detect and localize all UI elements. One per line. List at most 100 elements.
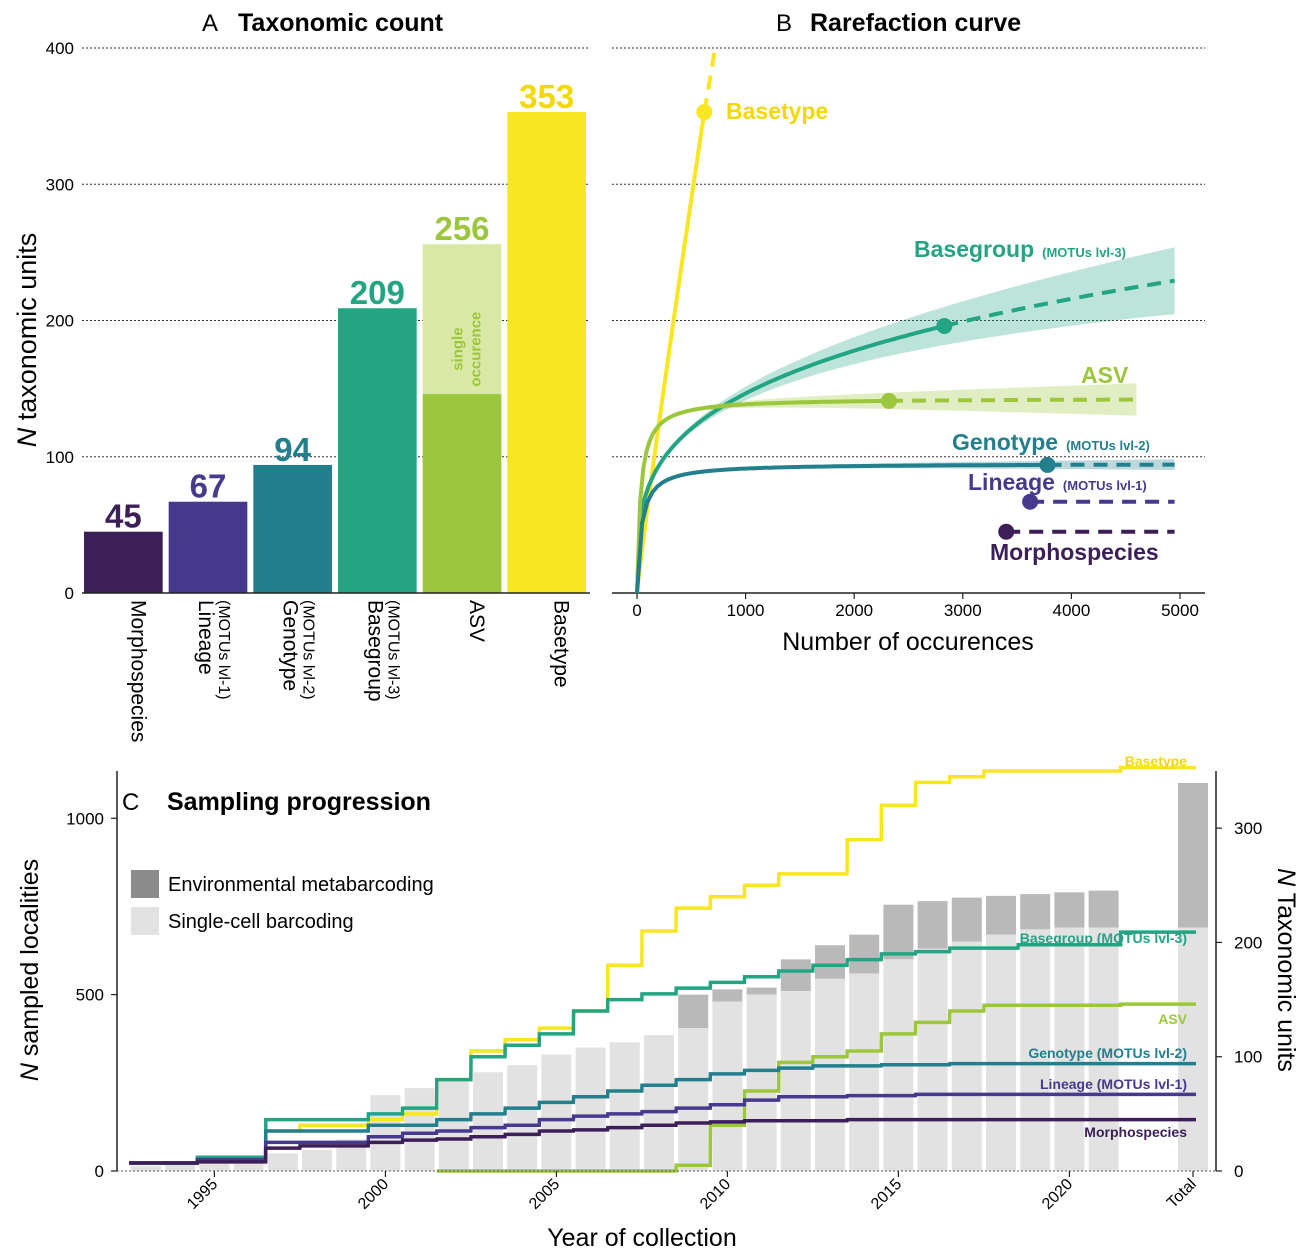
bar-rect [338, 308, 417, 593]
bar-segment-single-occurence [422, 244, 502, 395]
bar-year [473, 1072, 503, 1171]
legend-swatch [131, 870, 159, 898]
bar-value-label: 45 [105, 498, 142, 535]
bar-year [1020, 894, 1051, 1171]
bar-single-cell [746, 994, 777, 1171]
right-tick-label: 200 [1234, 933, 1262, 952]
series-label-lineage: Lineage (MOTUs lvl-1) [968, 469, 1147, 495]
bar-year [951, 897, 982, 1171]
bar-year [883, 904, 914, 1171]
observed-point [880, 392, 897, 409]
bar-single-cell [951, 941, 982, 1171]
bar-single-cell [267, 1153, 298, 1171]
x-tick-label: 2000 [355, 1176, 392, 1213]
curve-morphospecies [998, 523, 1175, 540]
bar-genotype: 94 [253, 431, 332, 593]
x-tick-label: 2015 [868, 1176, 905, 1213]
series-label-name: Lineage [968, 469, 1055, 495]
bar-single-cell [507, 1065, 538, 1171]
left-tick-label: 500 [76, 986, 104, 1005]
bar-morphospecies: 45 [84, 498, 163, 593]
bar-single-cell [917, 948, 948, 1171]
observed-point [936, 317, 953, 334]
x-tick-label-sub: (MOTUs lvl-2) [300, 600, 317, 700]
left-tick-label: 0 [95, 1162, 104, 1181]
panel-c-left-axis-label: N sampled localities [16, 859, 44, 1081]
panel-a-y-tick-labels: 0 100 200 300 400 [46, 39, 74, 603]
bar-year [438, 1081, 469, 1171]
bar-year [541, 1054, 572, 1171]
series-label: Genotype (MOTUs lvl-2) [1028, 1045, 1187, 1061]
confidence-band [637, 247, 1175, 594]
panel-c-left-tick-labels: 0 500 1000 [66, 809, 117, 1181]
bar-year [131, 1165, 161, 1171]
observed-point [1039, 456, 1056, 473]
bar-year [267, 1153, 298, 1171]
x-tick-label-genotype: Genotype(MOTUs lvl-2) [279, 600, 317, 700]
step-line-basegroup [129, 930, 1196, 1165]
bar-total [1178, 783, 1208, 1171]
step-line-asv [436, 1002, 1196, 1173]
panel-b-curves [635, 47, 1175, 594]
panel-c-step-lines [129, 765, 1196, 1173]
series-label: Morphospecies [1084, 1124, 1187, 1140]
curve-asv [635, 383, 1137, 594]
x-tick-label: 4000 [1052, 601, 1090, 620]
extrapolated-line [888, 397, 1137, 403]
bar-environmental [883, 904, 914, 960]
series-label-sub: (MOTUs lvl-1) [1063, 478, 1147, 493]
x-tick-label: 3000 [944, 601, 982, 620]
series-label-name: Basetype [726, 98, 828, 124]
bar-year [199, 1163, 230, 1171]
bar-environmental [712, 989, 743, 1002]
bar-single-cell [849, 973, 880, 1171]
split-label-line-1: single [449, 327, 466, 370]
x-tick-label: 2020 [1039, 1176, 1076, 1213]
bar-environmental [1178, 783, 1208, 928]
series-label: Basegroup (MOTUs lvl-3) [1020, 930, 1187, 946]
bar-single-cell [199, 1163, 230, 1171]
bar-value-label: 353 [519, 78, 574, 115]
legend-label: Single-cell barcoding [168, 911, 354, 933]
bar-environmental [780, 959, 811, 992]
bar-year [1088, 890, 1119, 1171]
bar-rect [84, 531, 163, 593]
bar-environmental [951, 897, 982, 942]
bar-value-label: 209 [350, 274, 405, 311]
series-label: ASV [1158, 1011, 1187, 1027]
panel-c-x-axis-label: Year of collection [547, 1224, 736, 1252]
panel-a-y-axis-label-text: taxonomic units [12, 233, 42, 421]
bar-single-cell [302, 1149, 332, 1171]
bar-rect [168, 501, 248, 593]
panel-c-right-axis-label-italic: N [1272, 868, 1300, 887]
bar-single-cell [1088, 927, 1119, 1171]
x-tick-label-asv: ASV [465, 600, 488, 642]
panel-c: C Sampling progression Basetype Basegroup… [16, 753, 1300, 1252]
bar-environmental [986, 895, 1016, 935]
bar-single-cell [165, 1163, 196, 1171]
step-line-lineage [129, 1092, 1196, 1165]
bar-single-cell [370, 1095, 401, 1171]
panel-c-series-labels: Basetype Basegroup (MOTUs lvl-3) ASV Genoty… [1020, 753, 1188, 1140]
bar-environmental [1054, 892, 1085, 928]
bar-year [404, 1088, 435, 1171]
panel-a-letter: A [202, 10, 218, 37]
panel-c-right-tick-labels: 0 100 200 300 [1216, 819, 1262, 1181]
bar-lineage: 67 [168, 468, 248, 593]
bar-environmental [849, 934, 880, 974]
legend-label: Environmental metabarcoding [168, 874, 434, 896]
left-tick-label: 1000 [66, 809, 104, 828]
observed-point [998, 523, 1015, 540]
bar-single-cell [233, 1161, 264, 1171]
x-tick-label: 0 [632, 601, 641, 620]
bar-single-cell [131, 1165, 161, 1171]
bar-single-cell [986, 934, 1016, 1171]
panel-b-x-tick-labels: 0 1000 2000 3000 4000 5000 [632, 593, 1199, 620]
bar-year [233, 1161, 264, 1171]
interpolated-line [635, 398, 889, 594]
bar-single-cell [644, 1035, 674, 1171]
y-tick-label: 200 [46, 312, 74, 331]
x-tick-label-basetype: Basetype [550, 600, 573, 688]
bar-environmental [678, 994, 709, 1029]
curve-genotype [635, 456, 1175, 594]
